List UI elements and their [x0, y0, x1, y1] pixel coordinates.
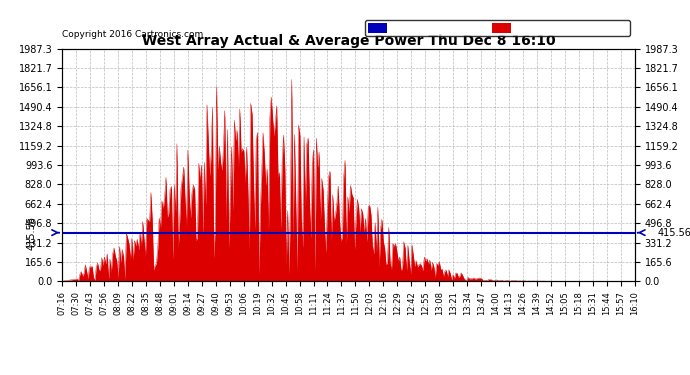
Text: Copyright 2016 Cartronics.com: Copyright 2016 Cartronics.com: [62, 30, 204, 39]
Title: West Array Actual & Average Power Thu Dec 8 16:10: West Array Actual & Average Power Thu De…: [141, 34, 555, 48]
Text: 415.56: 415.56: [658, 228, 690, 238]
Text: 415.56: 415.56: [26, 216, 37, 250]
Legend: Average  (DC Watts), West Array  (DC Watts): Average (DC Watts), West Array (DC Watts…: [365, 20, 630, 36]
